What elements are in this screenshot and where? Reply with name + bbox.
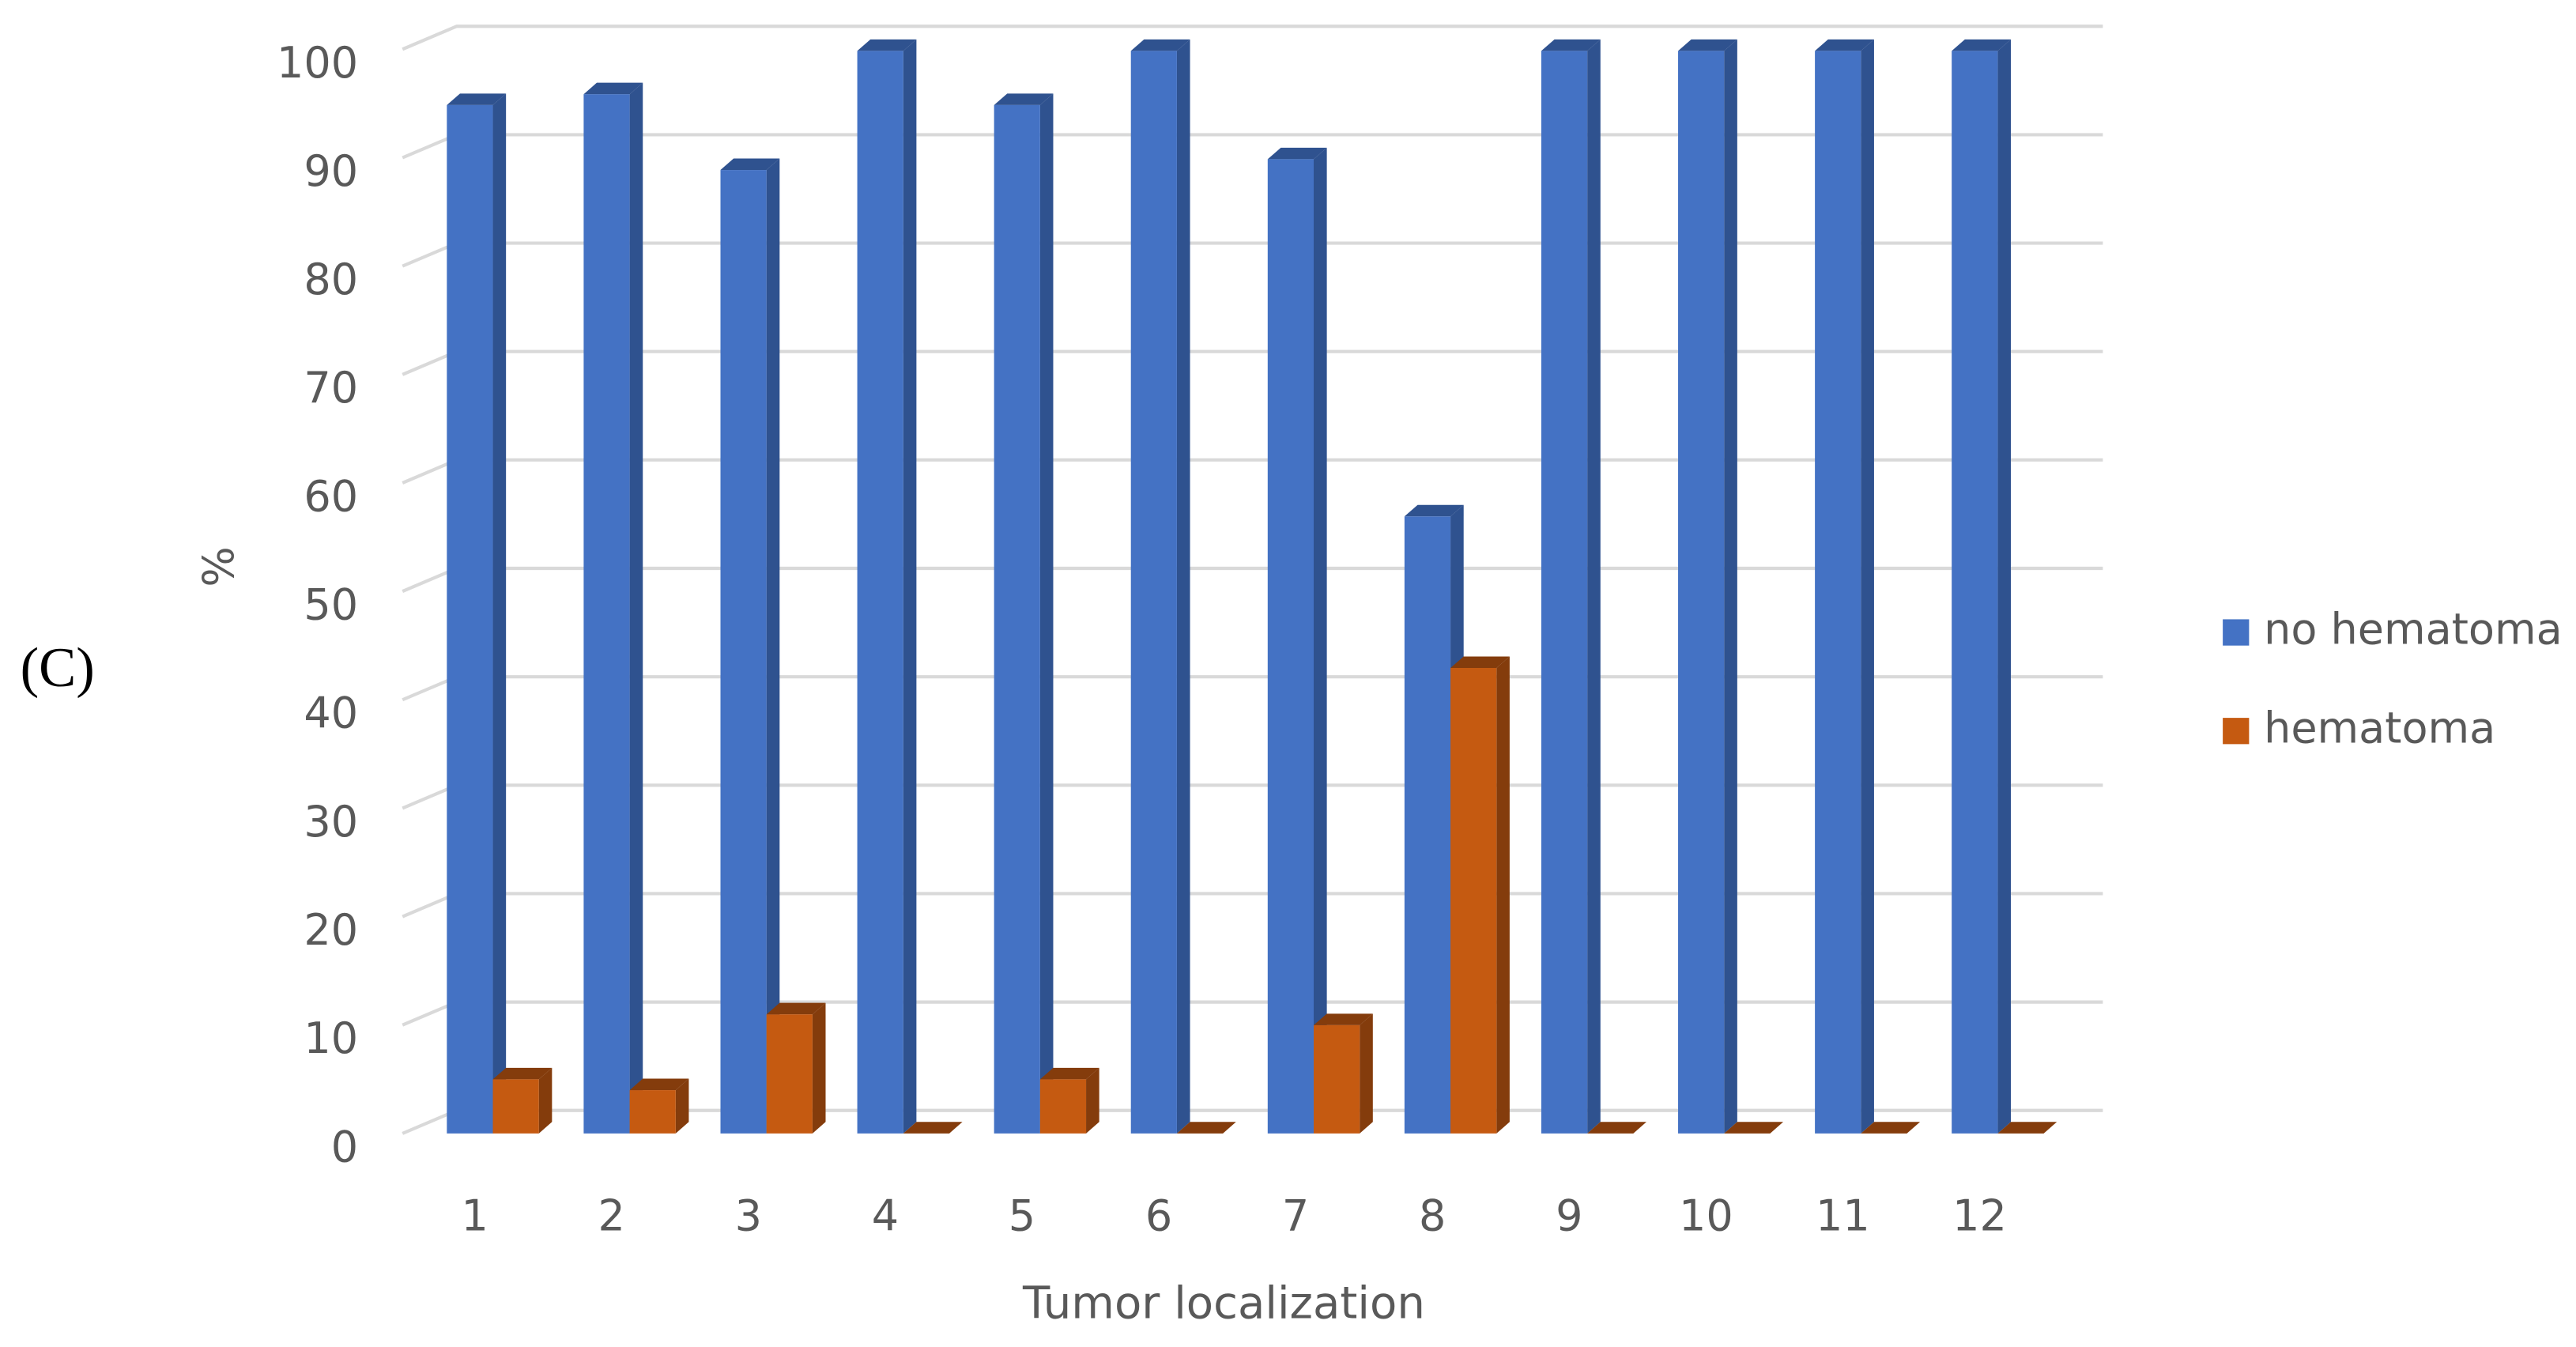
bar-side	[1997, 39, 2012, 1134]
bar-top	[1815, 39, 1874, 51]
bar	[1267, 159, 1314, 1134]
bar	[857, 51, 903, 1134]
bar-side	[1360, 1013, 1373, 1134]
bar-top	[583, 82, 643, 95]
bar-top	[1176, 1122, 1236, 1134]
bar-top	[857, 39, 917, 51]
y-tick-label: 10	[304, 1013, 358, 1063]
y-tick-label: 80	[304, 255, 358, 304]
y-axis-label: %	[194, 546, 243, 587]
bar-top	[492, 1067, 553, 1080]
bar-top	[1587, 1122, 1646, 1134]
legend-swatch	[2223, 718, 2250, 745]
bar	[1541, 51, 1588, 1134]
bar-top	[994, 93, 1054, 105]
bar-side	[812, 1002, 826, 1134]
bar-top	[1678, 39, 1737, 51]
panel-label: (C)	[21, 637, 95, 699]
x-tick-label: 12	[1952, 1191, 2007, 1241]
bar	[447, 104, 493, 1134]
bar-top	[1997, 1122, 2057, 1134]
bar	[994, 104, 1040, 1134]
x-tick-label: 11	[1816, 1191, 1870, 1241]
x-tick-label: 4	[872, 1191, 899, 1241]
bar-top	[629, 1078, 689, 1091]
bar-side	[903, 39, 917, 1134]
bar-side	[1176, 39, 1190, 1134]
bar-side	[1861, 39, 1874, 1134]
y-tick-label: 40	[304, 689, 358, 738]
x-tick-label: 9	[1556, 1191, 1582, 1241]
bar	[1952, 51, 1998, 1134]
x-tick-label: 8	[1419, 1191, 1446, 1241]
y-tick-label: 0	[331, 1122, 358, 1172]
bar	[1313, 1024, 1360, 1134]
x-tick-label: 2	[598, 1191, 625, 1241]
bar	[1450, 667, 1497, 1134]
legend-label: hematoma	[2264, 703, 2495, 753]
bar-top	[720, 158, 780, 171]
bar-top	[903, 1122, 963, 1134]
y-tick-label: 20	[304, 905, 358, 955]
y-tick-label: 70	[304, 363, 358, 413]
x-tick-label: 7	[1282, 1191, 1309, 1241]
x-tick-label: 1	[461, 1191, 488, 1241]
bar-side	[766, 158, 780, 1134]
x-tick-label: 5	[1009, 1191, 1035, 1241]
bar-top	[1541, 39, 1601, 51]
bar-side	[1313, 147, 1327, 1134]
bar-side	[492, 93, 507, 1134]
bar	[1404, 516, 1451, 1134]
bar-top	[1313, 1013, 1373, 1025]
x-axis-label: Tumor localization	[1022, 1278, 1425, 1330]
legend-swatch	[2223, 619, 2250, 646]
bar-top	[1861, 1122, 1921, 1134]
legend-label: no hematoma	[2264, 605, 2563, 655]
bar-side	[1039, 93, 1054, 1134]
bar-top	[1404, 504, 1464, 517]
bar	[720, 170, 767, 1134]
bar-side	[1086, 1067, 1099, 1134]
bar	[629, 1090, 676, 1134]
bar-side	[1587, 39, 1601, 1134]
bar-top	[1450, 656, 1510, 668]
bar	[583, 94, 630, 1134]
bar-top	[1267, 147, 1327, 160]
y-tick-label: 50	[304, 580, 358, 630]
bar-top	[1952, 39, 2012, 51]
bar	[1815, 51, 1861, 1134]
x-tick-label: 6	[1145, 1191, 1172, 1241]
y-tick-label: 100	[277, 38, 358, 88]
bar-top	[1130, 39, 1190, 51]
bar-top	[1724, 1122, 1784, 1134]
x-tick-label: 3	[735, 1191, 762, 1241]
bar-side	[629, 82, 643, 1134]
bar	[1039, 1079, 1087, 1134]
bar	[1130, 51, 1177, 1134]
x-tick-label: 10	[1679, 1191, 1733, 1241]
bar	[766, 1014, 813, 1134]
bar-side	[1724, 39, 1737, 1134]
bar	[1678, 51, 1725, 1134]
bar-top	[447, 93, 507, 105]
bar-top	[1039, 1067, 1099, 1080]
grid-line	[402, 25, 2103, 51]
bar	[492, 1079, 539, 1134]
y-tick-label: 30	[304, 797, 358, 847]
bar-side	[538, 1067, 553, 1134]
y-tick-label: 60	[304, 471, 358, 521]
y-tick-label: 90	[304, 146, 358, 196]
bar-top	[766, 1002, 826, 1015]
bar-side	[1496, 656, 1510, 1134]
bar-side	[675, 1078, 689, 1134]
